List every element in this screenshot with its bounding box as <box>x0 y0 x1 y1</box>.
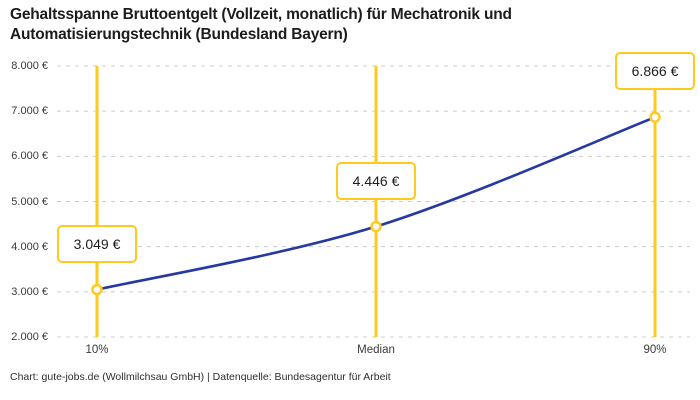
y-axis: 2.000 € 3.000 € 4.000 € 5.000 € 6.000 € … <box>0 0 48 400</box>
data-point-marker <box>370 220 382 233</box>
value-label-90pct: 6.866 € <box>615 52 695 91</box>
y-axis-tick-label: 2.000 € <box>11 331 48 343</box>
x-axis-label-90pct: 90% <box>643 344 667 356</box>
y-axis-tick-label: 4.000 € <box>11 240 48 253</box>
y-axis-tick-label: 7.000 € <box>11 105 48 118</box>
data-point-marker <box>649 111 661 123</box>
chart-title: Gehaltsspanne Bruttoentgelt (Vollzeit, m… <box>10 6 512 44</box>
y-axis-tick-label: 6.000 € <box>11 150 48 163</box>
x-axis-label-10pct: 10% <box>85 344 109 356</box>
value-label-10pct: 3.049 € <box>57 224 137 263</box>
chart-source: Chart: gute-jobs.de (Wollmilchsau GmbH) … <box>10 371 391 383</box>
x-axis-label-median: Median <box>357 344 395 356</box>
y-axis-tick-label: 8.000 € <box>11 60 48 72</box>
y-axis-tick-label: 3.000 € <box>11 285 48 298</box>
y-axis-tick-label: 5.000 € <box>11 195 48 208</box>
value-label-median: 4.446 € <box>336 161 416 200</box>
data-point-marker <box>91 283 103 296</box>
